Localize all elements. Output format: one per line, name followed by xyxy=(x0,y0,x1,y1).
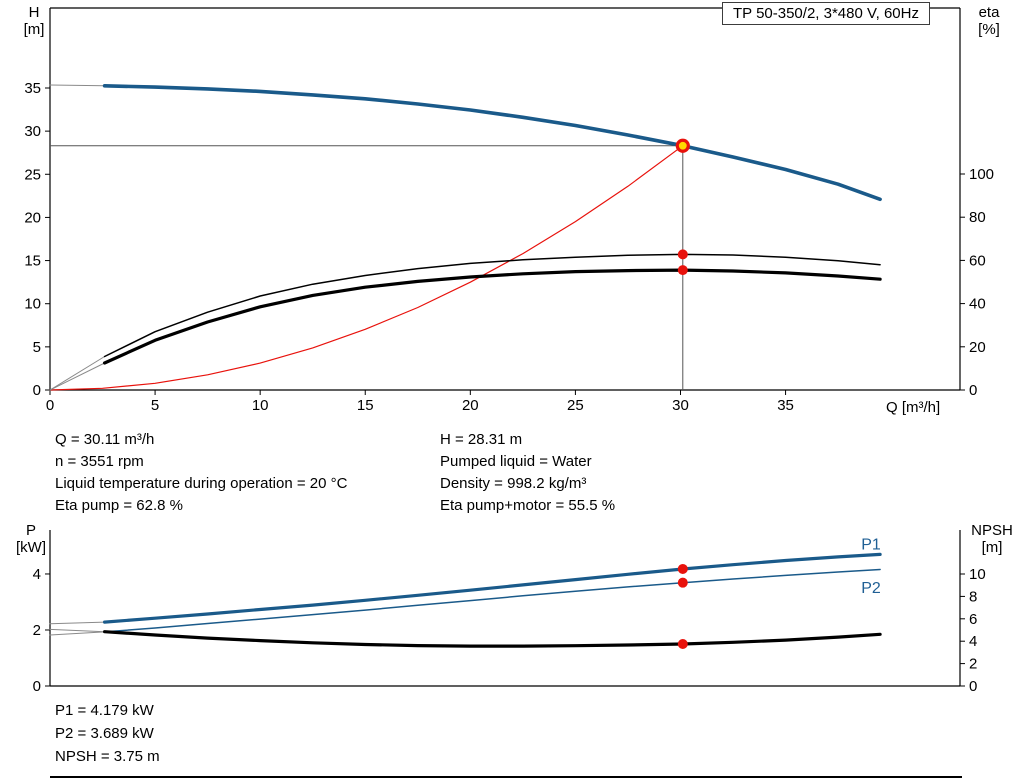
y-left-tick-label: 20 xyxy=(24,209,41,226)
flow-value-text: Q = 30.11 m³/h xyxy=(55,431,155,448)
eta-pump-motor-curve-lead xyxy=(49,362,106,391)
p1-duty-dot xyxy=(677,563,688,574)
x-tick-label: 20 xyxy=(462,397,479,414)
head-axis-unit: [m] xyxy=(23,21,45,38)
power-npsh-chart: 0 2 4 0 2 4 6 8 10 P1 P2 xyxy=(33,530,986,695)
power-axis-title: P [kW] xyxy=(8,522,54,556)
y-left-tick-label: 0 xyxy=(33,678,41,695)
head-curve-lead xyxy=(49,84,106,87)
head-axis-symbol: H xyxy=(28,4,40,21)
eta-axis-title: eta [%] xyxy=(966,4,1012,38)
eta-pump-duty-dot xyxy=(677,249,688,260)
npsh-axis-title: NPSH [m] xyxy=(962,522,1022,556)
y-left-tick-label: 5 xyxy=(33,339,41,356)
eta-pump-curve-lead xyxy=(49,356,106,391)
p2-curve xyxy=(103,568,881,633)
y-right-tick-label: 40 xyxy=(969,296,986,313)
power-axis-symbol: P xyxy=(25,522,36,539)
npsh-curve xyxy=(102,630,882,648)
x-tick-label: 0 xyxy=(46,397,54,414)
eta-pump-motor-curve xyxy=(102,268,882,365)
eta-pump-motor-duty-dot xyxy=(677,265,688,276)
eta-pump-motor-text: Eta pump+motor = 55.5 % xyxy=(440,497,616,514)
y-left-tick-label: 15 xyxy=(24,253,41,270)
y-left-tick-label: 35 xyxy=(24,80,41,97)
y-right-tick-label: 60 xyxy=(969,252,986,269)
y-right-tick-label: 8 xyxy=(969,588,977,605)
x-tick-label: 10 xyxy=(252,397,269,414)
head-curve xyxy=(102,84,882,202)
speed-value-text: n = 3551 rpm xyxy=(55,453,144,470)
curve-label-p2: P2 xyxy=(861,580,881,597)
y-left-tick-label: 10 xyxy=(24,296,41,313)
x-tick-label: 15 xyxy=(357,397,374,414)
duty-point xyxy=(675,138,690,153)
y-right-tick-label: 4 xyxy=(969,633,977,650)
system-curve xyxy=(49,145,684,391)
pump-title-box: TP 50-350/2, 3*480 V, 60Hz xyxy=(722,2,930,25)
p2-value-text: P2 = 3.689 kW xyxy=(55,725,154,742)
x-tick-label: 25 xyxy=(567,397,584,414)
npsh-duty-dot xyxy=(677,639,688,650)
y-left-tick-label: 2 xyxy=(33,622,41,639)
eta-axis-symbol: eta xyxy=(978,4,1000,21)
y-right-tick-label: 2 xyxy=(969,656,977,673)
y-right-tick-label: 100 xyxy=(969,166,994,183)
density-text: Density = 998.2 kg/m³ xyxy=(440,475,587,492)
p1-curve xyxy=(102,552,882,624)
y-right-tick-label: 0 xyxy=(969,382,977,399)
y-left-tick-label: 0 xyxy=(33,382,41,399)
y-right-tick-label: 20 xyxy=(969,339,986,356)
npsh-axis-symbol: NPSH xyxy=(971,522,1013,539)
npsh-axis-unit: [m] xyxy=(981,539,1003,556)
liquid-temperature-text: Liquid temperature during operation = 20… xyxy=(55,475,348,492)
operating-data-column-left: Q = 30.11 m³/h n = 3551 rpm Liquid tempe… xyxy=(55,429,347,517)
flow-axis-label: Q [m³/h] xyxy=(886,399,941,416)
p2-duty-dot xyxy=(677,577,688,588)
y-left-tick-label: 30 xyxy=(24,123,41,140)
y-left-tick-label: 25 xyxy=(24,166,41,183)
head-axis-title: H [m] xyxy=(14,4,54,38)
x-tick-label: 30 xyxy=(672,397,689,414)
y-right-tick-label: 10 xyxy=(969,566,986,583)
x-tick-label: 5 xyxy=(151,397,159,414)
qh-eta-chart: 0 5 10 15 20 25 30 35 0 5 10 15 20 25 30 35 0 20 40 60 80 100 xyxy=(24,7,994,414)
y-right-tick-label: 80 xyxy=(969,209,986,226)
pumped-liquid-text: Pumped liquid = Water xyxy=(440,453,592,470)
operating-data-column-right: H = 28.31 m Pumped liquid = Water Densit… xyxy=(440,429,615,517)
p1-curve-lead xyxy=(49,621,106,625)
npsh-curve-lead xyxy=(49,628,106,633)
y-right-tick-label: 6 xyxy=(969,611,977,628)
bottom-rule xyxy=(50,776,962,778)
p1-value-text: P1 = 4.179 kW xyxy=(55,702,154,719)
eta-pump-curve xyxy=(103,253,881,358)
eta-pump-text: Eta pump = 62.8 % xyxy=(55,497,183,514)
y-left-tick-label: 4 xyxy=(33,566,41,583)
curve-label-p1: P1 xyxy=(861,537,881,554)
x-tick-label: 35 xyxy=(777,397,794,414)
p2-curve-lead xyxy=(49,631,106,636)
power-axis-unit: [kW] xyxy=(16,539,46,556)
y-right-tick-label: 0 xyxy=(969,678,977,695)
npsh-value-text: NPSH = 3.75 m xyxy=(55,748,160,765)
head-value-text: H = 28.31 m xyxy=(440,431,523,448)
eta-axis-unit: [%] xyxy=(978,21,1000,38)
result-values: P1 = 4.179 kW P2 = 3.689 kW NPSH = 3.75 … xyxy=(55,699,160,768)
